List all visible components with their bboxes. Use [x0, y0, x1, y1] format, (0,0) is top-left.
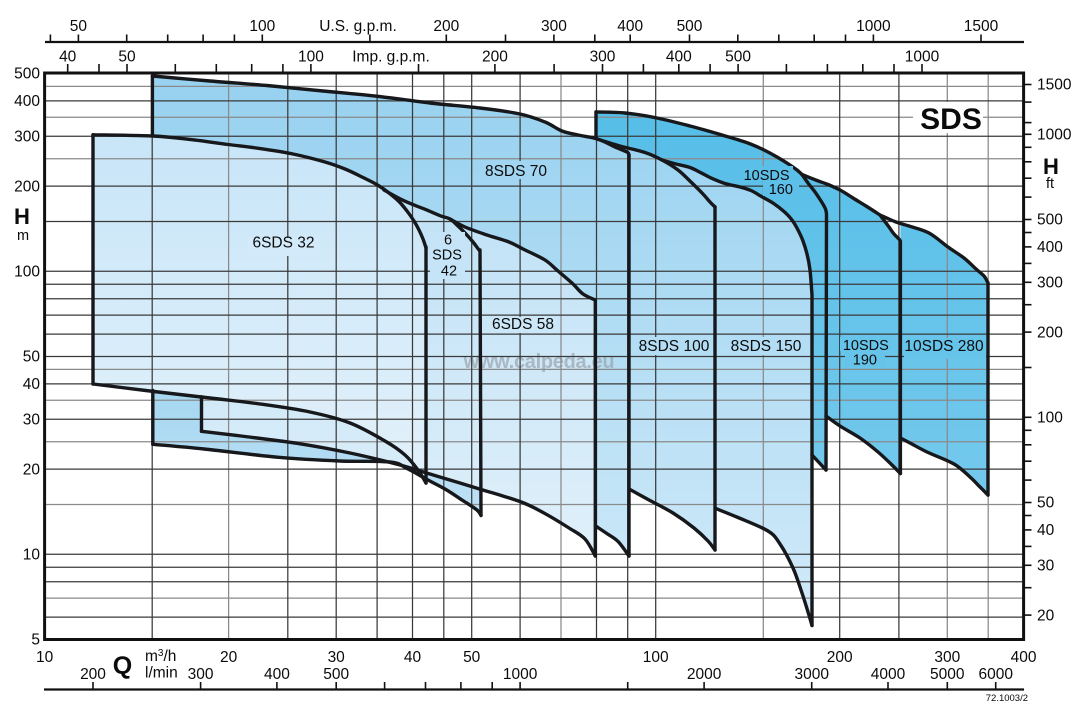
- svg-text:40: 40: [59, 49, 77, 66]
- svg-text:300: 300: [1037, 275, 1063, 292]
- svg-text:10: 10: [23, 547, 41, 564]
- svg-text:50: 50: [1037, 495, 1055, 512]
- svg-text:200: 200: [827, 649, 853, 666]
- svg-text:100: 100: [14, 264, 40, 281]
- svg-text:10SDS: 10SDS: [744, 168, 790, 184]
- svg-text:190: 190: [853, 353, 877, 369]
- svg-text:5: 5: [31, 632, 40, 649]
- svg-text:30: 30: [23, 412, 41, 429]
- svg-text:400: 400: [1011, 649, 1037, 666]
- svg-text:3000: 3000: [794, 666, 829, 683]
- svg-text:50: 50: [23, 349, 41, 366]
- svg-text:5000: 5000: [930, 666, 965, 683]
- svg-text:300: 300: [590, 49, 616, 66]
- svg-text:50: 50: [463, 649, 481, 666]
- svg-text:4000: 4000: [871, 666, 906, 683]
- svg-text:300: 300: [14, 129, 40, 146]
- svg-text:200: 200: [14, 178, 40, 195]
- svg-text:400: 400: [1037, 239, 1063, 256]
- svg-text:l/min: l/min: [145, 665, 178, 682]
- svg-text:100: 100: [643, 649, 669, 666]
- svg-text:400: 400: [666, 49, 692, 66]
- svg-text:200: 200: [1037, 324, 1063, 341]
- svg-text:50: 50: [70, 18, 88, 35]
- svg-text:10SDS 280: 10SDS 280: [904, 338, 984, 355]
- svg-text:m: m: [17, 228, 29, 244]
- svg-text:6: 6: [444, 233, 452, 249]
- svg-text:6SDS 32: 6SDS 32: [252, 235, 314, 252]
- svg-text:8SDS 100: 8SDS 100: [639, 338, 710, 355]
- svg-text:8SDS 150: 8SDS 150: [731, 338, 802, 355]
- svg-text:40: 40: [1037, 522, 1055, 539]
- svg-text:300: 300: [541, 18, 567, 35]
- svg-text:50: 50: [118, 49, 136, 66]
- svg-text:400: 400: [14, 93, 40, 110]
- svg-text:72.1003/2: 72.1003/2: [986, 693, 1028, 704]
- svg-text:200: 200: [433, 18, 459, 35]
- svg-text:20: 20: [23, 461, 41, 478]
- svg-text:6000: 6000: [978, 666, 1013, 683]
- svg-text:H: H: [1043, 154, 1059, 179]
- svg-text:400: 400: [617, 18, 643, 35]
- svg-text:400: 400: [264, 666, 290, 683]
- svg-text:SDS: SDS: [920, 103, 982, 136]
- svg-text:1500: 1500: [1037, 77, 1072, 94]
- svg-text:42: 42: [441, 264, 457, 280]
- svg-text:m3/h: m3/h: [145, 648, 176, 665]
- svg-text:SDS: SDS: [432, 248, 462, 264]
- svg-text:U.S. g.p.m.: U.S. g.p.m.: [319, 18, 397, 35]
- svg-text:40: 40: [404, 649, 422, 666]
- svg-text:1000: 1000: [905, 49, 940, 66]
- svg-text:30: 30: [328, 649, 346, 666]
- svg-text:Imp. g.p.m.: Imp. g.p.m.: [352, 49, 430, 66]
- svg-text:300: 300: [934, 649, 960, 666]
- svg-text:10: 10: [36, 649, 54, 666]
- svg-text:100: 100: [1037, 410, 1063, 427]
- svg-text:10SDS: 10SDS: [843, 338, 889, 354]
- svg-text:ft: ft: [1046, 176, 1054, 192]
- svg-text:300: 300: [188, 666, 214, 683]
- svg-text:H: H: [14, 204, 30, 229]
- svg-text:500: 500: [323, 666, 349, 683]
- svg-text:6SDS 58: 6SDS 58: [492, 316, 554, 333]
- svg-text:1000: 1000: [503, 666, 538, 683]
- svg-text:200: 200: [80, 666, 106, 683]
- svg-text:20: 20: [1037, 607, 1055, 624]
- svg-text:500: 500: [1037, 212, 1063, 229]
- svg-text:8SDS 70: 8SDS 70: [485, 163, 547, 180]
- svg-text:500: 500: [14, 66, 40, 83]
- svg-text:100: 100: [298, 49, 324, 66]
- svg-text:500: 500: [725, 49, 751, 66]
- svg-text:30: 30: [1037, 558, 1055, 575]
- svg-text:2000: 2000: [687, 666, 722, 683]
- svg-text:40: 40: [23, 376, 41, 393]
- svg-text:Q: Q: [113, 652, 132, 680]
- svg-text:1000: 1000: [856, 18, 891, 35]
- svg-text:1500: 1500: [964, 18, 999, 35]
- svg-text:100: 100: [249, 18, 275, 35]
- svg-text:200: 200: [482, 49, 508, 66]
- svg-text:500: 500: [677, 18, 703, 35]
- svg-text:160: 160: [769, 182, 793, 198]
- svg-text:1000: 1000: [1037, 127, 1072, 144]
- svg-text:20: 20: [220, 649, 238, 666]
